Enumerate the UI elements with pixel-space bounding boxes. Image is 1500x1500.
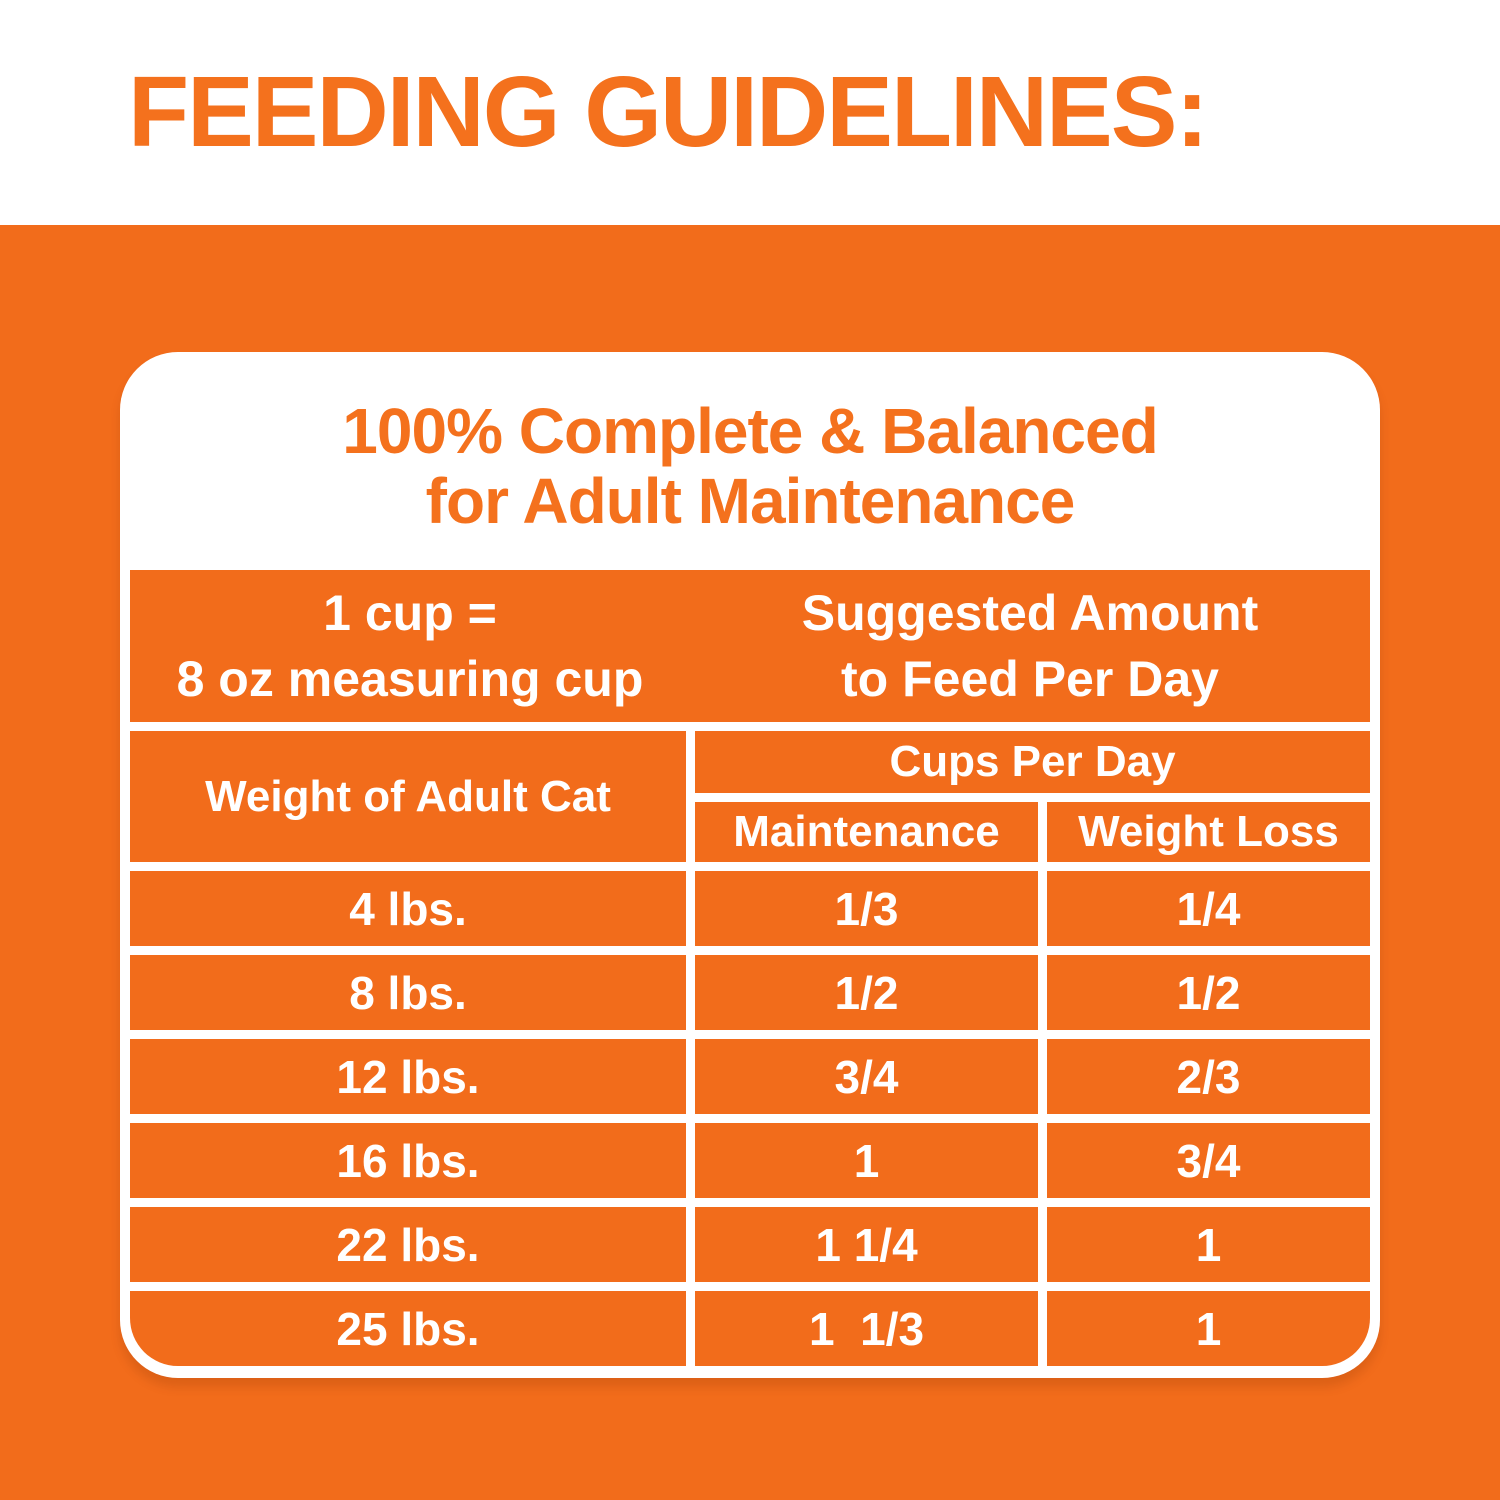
table-row-weight: 12 lbs. <box>130 1039 686 1114</box>
orange-background: 100% Complete & Balanced for Adult Maint… <box>0 225 1500 1500</box>
table-row-maintenance-value: 1 <box>695 1123 1038 1198</box>
column-header-weight-loss: Weight Loss <box>1047 802 1370 862</box>
column-header-weight: Weight of Adult Cat <box>130 731 686 862</box>
table-row-weight: 22 lbs. <box>130 1207 686 1282</box>
table-row-maintenance-value: 1 1/3 <box>695 1291 1038 1366</box>
table-row-maintenance-value: 1/3 <box>695 871 1038 946</box>
column-header-maintenance: Maintenance <box>695 802 1038 862</box>
suggested-amount-note: Suggested Amount to Feed Per Day <box>690 580 1370 712</box>
table-row-weight-loss-value: 1/2 <box>1047 955 1370 1030</box>
column-header-cups-per-day: Cups Per Day <box>695 731 1370 793</box>
table-row-weight: 16 lbs. <box>130 1123 686 1198</box>
card-heading-line1: 100% Complete & Balanced <box>342 395 1158 467</box>
page-title: FEEDING GUIDELINES: <box>128 56 1209 168</box>
table-row-weight-loss-value: 1 <box>1047 1207 1370 1282</box>
table-row-weight: 8 lbs. <box>130 955 686 1030</box>
table-row-weight-loss-value: 1/4 <box>1047 871 1370 946</box>
table-row-maintenance-value: 3/4 <box>695 1039 1038 1114</box>
cup-measure-line1: 1 cup = <box>323 585 497 641</box>
table-row-maintenance-value: 1 1/4 <box>695 1207 1038 1282</box>
cup-measure-line2: 8 oz measuring cup <box>176 651 644 707</box>
top-header-band: FEEDING GUIDELINES: <box>0 0 1500 225</box>
table-row-weight-loss-value: 3/4 <box>1047 1123 1370 1198</box>
table-row-weight-loss-value: 2/3 <box>1047 1039 1370 1114</box>
table-row-weight: 25 lbs. <box>130 1291 686 1366</box>
feeding-guidelines-card: 100% Complete & Balanced for Adult Maint… <box>120 352 1380 1378</box>
card-heading: 100% Complete & Balanced for Adult Maint… <box>120 352 1380 537</box>
table-row-weight: 4 lbs. <box>130 871 686 946</box>
card-heading-line2: for Adult Maintenance <box>425 465 1076 538</box>
feeding-table: 1 cup = 8 oz measuring cup Suggested Amo… <box>130 570 1370 1366</box>
table-row-maintenance-value: 1/2 <box>695 955 1038 1030</box>
table-header-band: 1 cup = 8 oz measuring cup Suggested Amo… <box>130 570 1370 722</box>
cup-measure-note: 1 cup = 8 oz measuring cup <box>130 580 690 712</box>
suggested-amount-line1: Suggested Amount <box>801 585 1259 641</box>
suggested-amount-line2: to Feed Per Day <box>841 651 1219 707</box>
table-row-weight-loss-value: 1 <box>1047 1291 1370 1366</box>
